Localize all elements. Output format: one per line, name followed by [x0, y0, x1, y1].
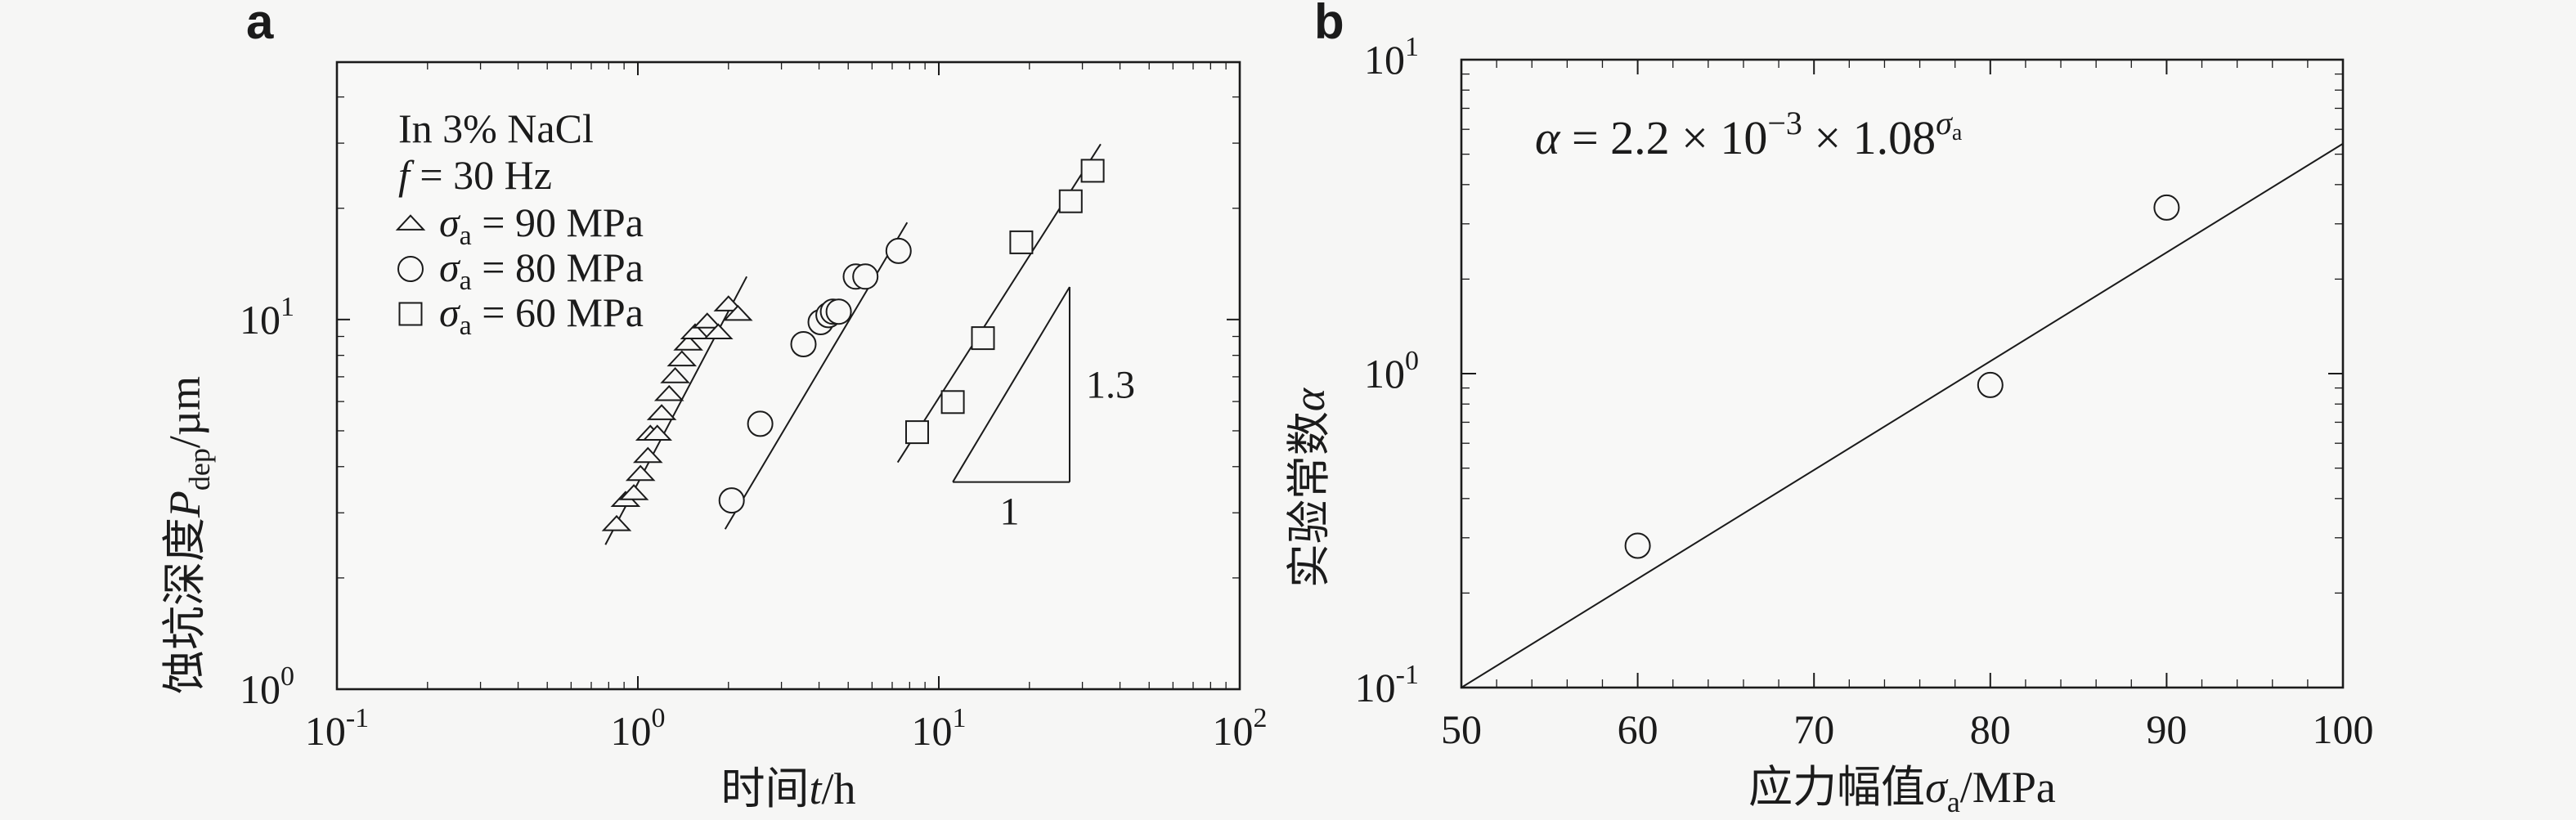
- svg-text:100: 100: [2313, 706, 2374, 752]
- svg-text:In 3% NaCl: In 3% NaCl: [398, 105, 594, 151]
- svg-text:f = 30 Hz: f = 30 Hz: [398, 152, 552, 198]
- svg-text:应力幅值σa/MPa: 应力幅值σa/MPa: [1748, 763, 2056, 818]
- svg-text:时间t/h: 时间t/h: [720, 764, 855, 813]
- svg-text:b: b: [1314, 0, 1344, 49]
- svg-text:蚀坑深度Pdep/µm: 蚀坑深度Pdep/µm: [160, 376, 216, 694]
- svg-text:1: 1: [1000, 491, 1020, 534]
- svg-text:90: 90: [2146, 706, 2187, 752]
- svg-text:50: 50: [1441, 706, 1482, 752]
- svg-text:α = 2.2 × 10−3 × 1.08σa: α = 2.2 × 10−3 × 1.08σa: [1535, 105, 1963, 164]
- svg-text:1.3: 1.3: [1086, 363, 1135, 406]
- svg-text:80: 80: [1970, 706, 2011, 752]
- svg-text:实验常数α: 实验常数α: [1285, 387, 1334, 588]
- svg-text:60: 60: [1618, 706, 1658, 752]
- svg-text:70: 70: [1793, 706, 1834, 752]
- svg-text:a: a: [246, 0, 274, 49]
